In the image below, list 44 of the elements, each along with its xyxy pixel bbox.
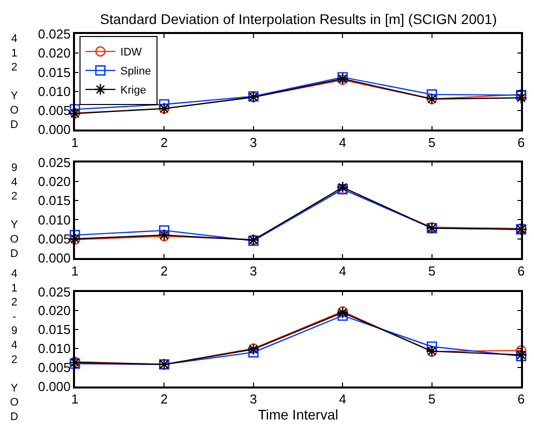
x-tick-label: 1 (71, 392, 79, 407)
y-tick-label: 0.020 (38, 303, 71, 318)
legend-label: Spline (120, 66, 151, 78)
x-tick-label: 6 (518, 392, 525, 407)
y-tick-label: 0.020 (38, 46, 71, 61)
y-tick-label: 0.020 (38, 174, 71, 190)
y-tick-label: 0.015 (38, 193, 71, 208)
x-tick-label: 4 (339, 263, 346, 278)
y-tick-label: 0.010 (38, 212, 71, 228)
x-tick-label: 5 (428, 263, 436, 278)
x-tick-label: 4 (339, 392, 346, 407)
y-tick-label: 0.005 (38, 231, 71, 246)
y-tick-label: 0.005 (38, 103, 71, 118)
x-tick-label: 6 (518, 263, 525, 278)
y-tick-label: 0.010 (38, 341, 71, 356)
x-tick-label: 3 (250, 134, 258, 150)
x-tick-label: 3 (250, 392, 258, 407)
x-tick-label: 1 (71, 134, 79, 150)
y-tick-label: 0.025 (38, 154, 71, 170)
y-tick-label: 0.015 (38, 322, 71, 338)
y-tick-label: 0.000 (38, 122, 71, 138)
y-tick-label: 0.000 (38, 250, 71, 266)
text: 942 YOD (10, 162, 19, 260)
y-tick-label: 0.000 (38, 378, 71, 394)
x-tick-label: 2 (160, 392, 168, 407)
text: 412-942 YOD (10, 268, 19, 423)
x-tick-label: 5 (428, 392, 436, 407)
x-tick-label: 2 (160, 134, 168, 150)
y-tick-label: 0.015 (38, 64, 71, 80)
legend-label: IDW (120, 46, 142, 59)
x-tick-label: 3 (250, 263, 258, 278)
legend-label: Krige (120, 84, 146, 97)
y-tick-label: 0.025 (38, 284, 71, 300)
y-tick-label: 0.010 (38, 84, 71, 99)
y-tick-label: 0.025 (38, 26, 71, 42)
x-tick-label: 5 (428, 134, 436, 150)
x-tick-label: 4 (339, 134, 346, 150)
chart-title: Standard Deviation of Interpolation Results in [m] (SCIGN 2001) (100, 11, 497, 27)
text: 412 YOD (10, 33, 19, 131)
x-tick-label: 2 (160, 263, 168, 278)
x-axis-title: Time Interval (258, 406, 338, 423)
x-tick-label: 1 (71, 263, 79, 278)
x-tick-label: 6 (518, 134, 525, 150)
y-tick-label: 0.005 (38, 360, 71, 375)
